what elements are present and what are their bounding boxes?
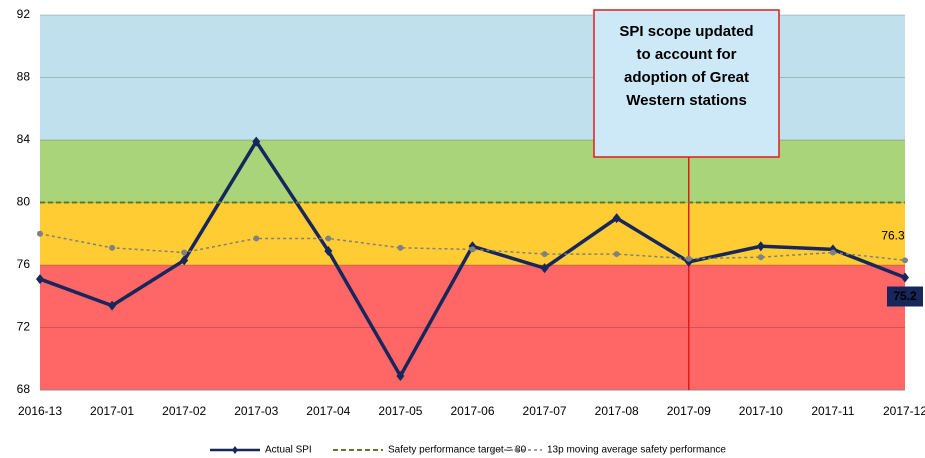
annotation-text: adoption of Great [624, 69, 749, 86]
point [612, 213, 621, 224]
x-tick-label: 2017-02 [162, 404, 206, 418]
data-label-box [887, 286, 923, 307]
x-tick-label: 2017-10 [739, 404, 783, 418]
y-tick-label: 68 [17, 382, 31, 396]
y-tick-label: 76 [17, 257, 31, 271]
legend-label: Safety performance target = 80 [388, 445, 527, 456]
point [180, 255, 189, 266]
point [253, 235, 260, 242]
x-tick-label: 2017-12 [883, 404, 925, 418]
y-tick-label: 84 [17, 132, 31, 146]
point [396, 370, 405, 381]
legend-marker [514, 447, 520, 453]
point [397, 244, 404, 251]
x-tick-label: 2017-01 [90, 404, 134, 418]
annotation-text: SPI scope updated [619, 23, 753, 40]
point [324, 245, 333, 256]
annotation-text: to account for [637, 46, 737, 63]
point [540, 263, 549, 274]
point [756, 241, 765, 252]
x-tick-label: 2017-03 [234, 404, 278, 418]
x-tick-label: 2017-06 [450, 404, 494, 418]
y-tick-label: 80 [17, 195, 31, 209]
point [613, 251, 620, 258]
point [469, 246, 476, 253]
annotation-text: Western stations [626, 92, 747, 109]
x-tick-label: 2017-09 [667, 404, 711, 418]
point [109, 244, 116, 251]
point [108, 300, 117, 311]
point [901, 272, 909, 283]
point [325, 235, 332, 242]
point [541, 251, 548, 258]
legend-label: 13p moving average safety performance [547, 445, 726, 456]
annotation-box [593, 9, 780, 158]
point [757, 254, 764, 261]
point [902, 257, 908, 264]
point [685, 255, 692, 262]
point [181, 249, 188, 256]
x-tick-label: 2016-13 [18, 404, 62, 418]
x-tick-label: 2017-07 [523, 404, 567, 418]
y-tick-label: 72 [17, 320, 31, 334]
y-tick-label: 92 [17, 7, 31, 21]
legend-label: Actual SPI [265, 445, 312, 456]
point [829, 249, 836, 256]
point [37, 230, 43, 237]
data-label: 75.2 [893, 289, 917, 303]
y-tick-label: 88 [17, 70, 31, 84]
x-tick-label: 2017-05 [378, 404, 422, 418]
legend-marker [232, 446, 238, 454]
data-label: 76.3 [881, 228, 905, 242]
x-tick-label: 2017-04 [306, 404, 350, 418]
x-tick-label: 2017-08 [595, 404, 639, 418]
point [252, 136, 261, 147]
point [36, 274, 44, 285]
band [40, 265, 905, 390]
x-tick-label: 2017-11 [811, 404, 854, 418]
